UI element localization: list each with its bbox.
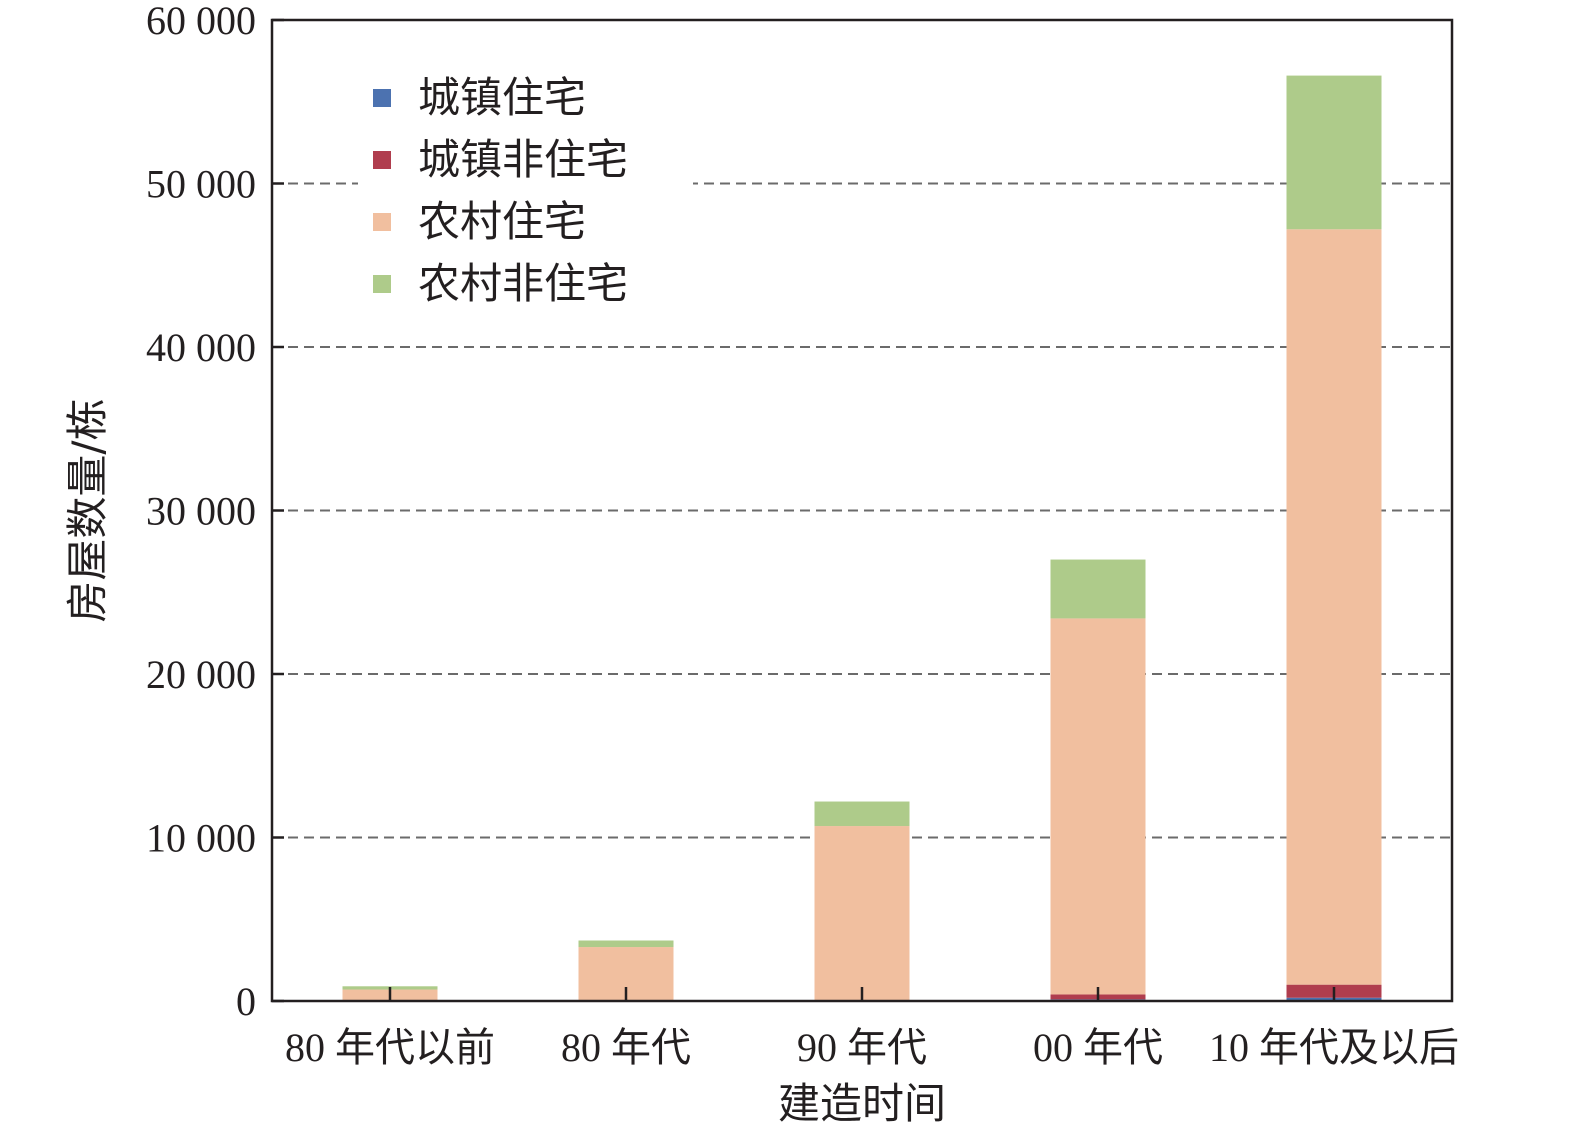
x-axis-title: 建造时间	[778, 1079, 946, 1128]
legend-box	[358, 62, 693, 324]
legend-swatch	[373, 151, 391, 169]
legend-swatch	[373, 213, 391, 231]
bar-segment	[1050, 559, 1146, 619]
legend-label: 城镇住宅	[418, 73, 586, 122]
legend-label: 城镇非住宅	[418, 135, 628, 184]
bars	[342, 75, 1382, 1001]
bar-segment	[1050, 618, 1146, 995]
bar-segment	[814, 826, 910, 1001]
legend-swatch	[373, 89, 391, 107]
y-tick-label: 40 000	[146, 325, 256, 370]
x-tick-label: 10 年代及以后	[1209, 1025, 1459, 1070]
y-tick-label: 20 000	[146, 652, 256, 697]
y-tick-label: 0	[236, 979, 256, 1024]
x-tick-label: 00 年代	[1033, 1025, 1163, 1070]
axis-ticks: 0 10 000 20 000 30 000 40 000 50 000 60 000 80 …	[146, 0, 1459, 1070]
y-tick-label: 60 000	[146, 0, 256, 43]
gridlines	[272, 182, 1452, 839]
y-tick-label: 50 000	[146, 162, 256, 207]
x-tick-label: 90 年代	[797, 1025, 927, 1070]
bar-segment	[1286, 229, 1382, 985]
bar-segment	[814, 801, 910, 827]
legend-swatch	[373, 275, 391, 293]
x-tick-label: 80 年代	[561, 1025, 691, 1070]
bar-segment	[578, 940, 674, 948]
y-tick-label: 10 000	[146, 816, 256, 861]
y-tick-label: 30 000	[146, 489, 256, 534]
bar-segment	[1286, 75, 1382, 230]
x-tick-label: 80 年代以前	[285, 1025, 495, 1070]
legend-label: 农村住宅	[418, 197, 586, 246]
y-axis-title: 房屋数量/栋	[63, 398, 112, 622]
legend-label: 农村非住宅	[418, 259, 628, 308]
